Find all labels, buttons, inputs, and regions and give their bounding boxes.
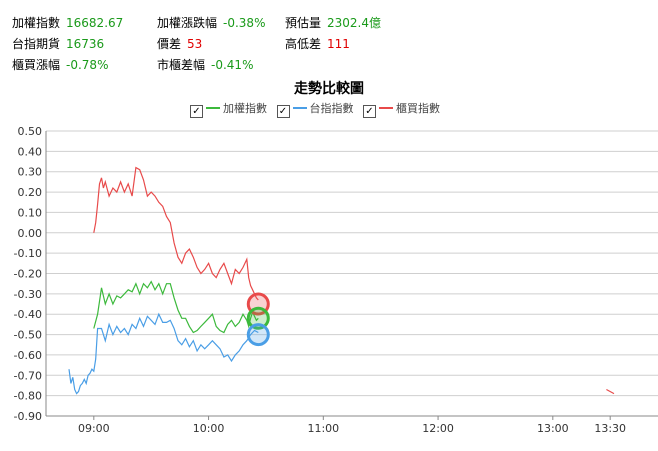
x-tick-label: 13:30 xyxy=(594,422,626,435)
legend-swatch-otc xyxy=(379,107,393,109)
chart-legend: ✓ 加權指數 ✓ 台指指數 ✓ 櫃買指數 xyxy=(190,100,446,118)
y-tick-label: -0.30 xyxy=(14,288,42,301)
series-line-1 xyxy=(68,312,259,395)
legend-label-taiex: 加權指數 xyxy=(223,102,267,115)
y-tick-label: 0.10 xyxy=(18,206,43,219)
stat-otc-label: 櫃買漲幅 xyxy=(12,58,61,72)
stat-taiex-label: 加權指數 xyxy=(12,16,61,30)
stat-basis-value: 53 xyxy=(187,37,203,51)
stat-futures-label: 台指期貨 xyxy=(12,37,61,51)
legend-item-futures[interactable]: ✓ 台指指數 xyxy=(276,100,354,118)
stat-hilo-label: 高低差 xyxy=(285,37,322,51)
legend-swatch-futures xyxy=(292,107,307,109)
stat-taiex-value: 16682.67 xyxy=(66,16,124,30)
y-tick-label: -0.60 xyxy=(14,349,42,362)
legend-label-otc: 櫃買指數 xyxy=(396,102,440,115)
y-tick-label: 0.50 xyxy=(18,125,43,138)
y-tick-label: -0.90 xyxy=(14,410,42,423)
stat-otcdiff-value: -0.41% xyxy=(211,58,254,72)
stat-otcdiff-label: 市櫃差幅 xyxy=(157,58,206,72)
x-tick-label: 12:00 xyxy=(422,422,454,435)
x-tick-label: 09:00 xyxy=(78,422,110,435)
x-tick-label: 11:00 xyxy=(307,422,339,435)
stat-futures-value: 16736 xyxy=(66,37,105,51)
x-tick-label: 13:00 xyxy=(537,422,569,435)
stat-taiex: 加權指數 16682.67 xyxy=(12,14,123,31)
y-tick-label: 0.20 xyxy=(18,186,43,199)
latest-value-marker xyxy=(246,306,270,330)
y-tick-label: -0.40 xyxy=(14,308,42,321)
legend-item-taiex[interactable]: ✓ 加權指數 xyxy=(190,100,267,118)
stat-basis-label: 價差 xyxy=(157,37,182,51)
stat-hilo: 高低差 111 xyxy=(285,35,350,52)
stat-volume: 預估量 2302.4億 xyxy=(285,14,381,31)
y-tick-label: 0.40 xyxy=(18,145,43,158)
stat-change: 加權漲跌幅 -0.38% xyxy=(157,14,265,31)
stat-otcdiff: 市櫃差幅 -0.41% xyxy=(157,56,253,73)
series-line-2 xyxy=(93,166,259,301)
stat-otc-value: -0.78% xyxy=(66,58,109,72)
stat-basis: 價差 53 xyxy=(157,35,202,52)
stat-futures: 台指期貨 16736 xyxy=(12,35,104,52)
x-tick-label: 10:00 xyxy=(193,422,225,435)
latest-value-marker xyxy=(246,323,270,347)
chart-title: 走勢比較圖 xyxy=(294,81,364,97)
y-tick-label: -0.80 xyxy=(14,390,42,403)
legend-label-futures: 台指指數 xyxy=(309,102,354,115)
y-tick-label: -0.10 xyxy=(14,247,42,260)
y-tick-label: -0.20 xyxy=(14,268,42,281)
legend-checkbox-futures[interactable]: ✓ xyxy=(276,105,290,118)
stat-change-value: -0.38% xyxy=(223,16,266,30)
stats-panel: 加權指數 16682.67 加權漲跌幅 -0.38% 預估量 2302.4億 台指期貨… xyxy=(0,0,658,80)
y-tick-label: -0.50 xyxy=(14,329,42,342)
legend-item-otc[interactable]: ✓ 櫃買指數 xyxy=(363,100,440,118)
y-tick-label: 0.00 xyxy=(18,227,43,240)
y-tick-label: -0.70 xyxy=(14,369,42,382)
stat-change-label: 加權漲跌幅 xyxy=(157,16,218,30)
stat-hilo-value: 111 xyxy=(327,37,350,51)
series-line-0 xyxy=(93,280,259,334)
legend-checkbox-taiex[interactable]: ✓ xyxy=(190,105,203,118)
stat-volume-label: 預估量 xyxy=(285,16,322,30)
legend-checkbox-otc[interactable]: ✓ xyxy=(363,105,376,118)
legend-swatch-taiex xyxy=(206,107,220,109)
series-line-3 xyxy=(606,388,615,395)
stat-otc: 櫃買漲幅 -0.78% xyxy=(12,56,108,73)
stat-volume-value: 2302.4億 xyxy=(327,16,382,30)
y-tick-label: 0.30 xyxy=(18,166,43,179)
